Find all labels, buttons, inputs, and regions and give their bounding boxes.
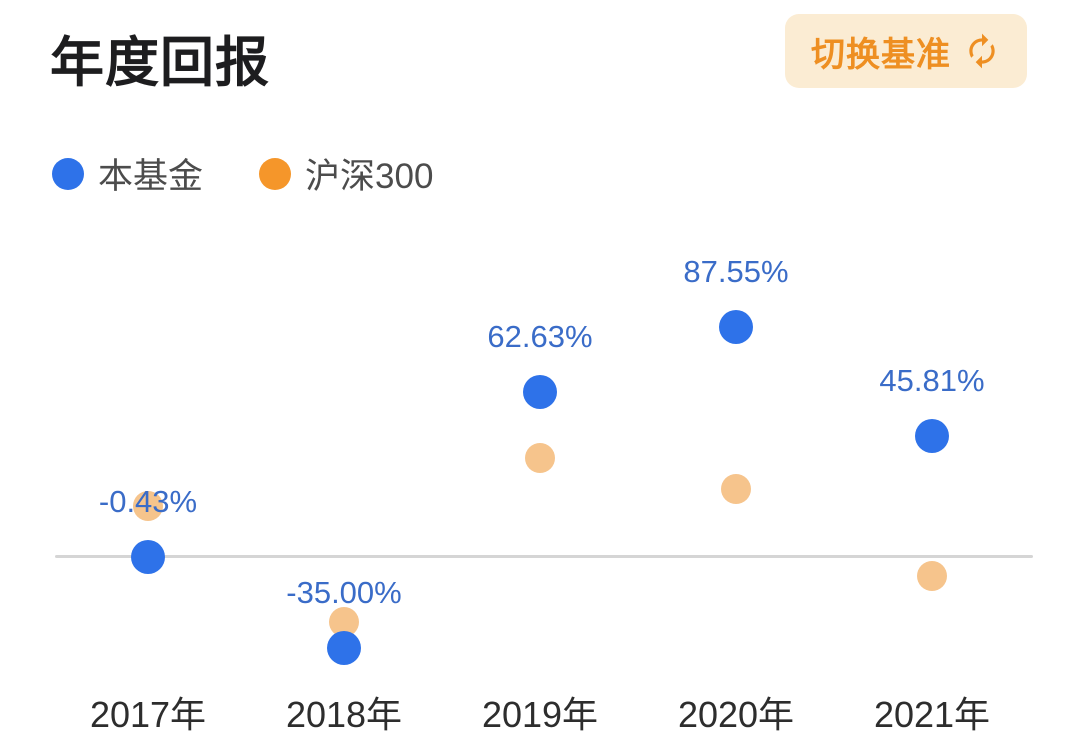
x-axis-label-2021年: 2021年: [873, 694, 991, 735]
switch-benchmark-label: 切换基准: [811, 35, 951, 74]
fund-legend-dot-icon: [52, 157, 84, 190]
legend-item-benchmark: 沪深300: [259, 148, 433, 199]
fund-point-2017年[interactable]: [131, 540, 165, 575]
zero-axis-line: [55, 555, 1033, 558]
legend-item-fund: 本基金: [52, 148, 203, 199]
switch-benchmark-button[interactable]: 切换基准: [785, 14, 1027, 88]
benchmark-legend-dot-icon: [259, 157, 292, 190]
benchmark-legend-label: 沪深300: [305, 157, 434, 196]
fund-value-label-2020年: 87.55%: [683, 253, 789, 289]
fund-value-label-2019年: 62.63%: [487, 318, 593, 354]
benchmark-point-2021年[interactable]: [917, 560, 947, 591]
benchmark-point-2017年[interactable]: [133, 491, 163, 522]
benchmark-point-2020年[interactable]: [721, 474, 751, 505]
x-axis-label-2018年: 2018年: [285, 694, 403, 735]
benchmark-point-2019年[interactable]: [525, 442, 555, 473]
fund-point-2019年[interactable]: [523, 374, 557, 409]
chart-legend: 本基金 沪深300: [52, 148, 433, 199]
x-axis-label-2019年: 2019年: [481, 694, 599, 735]
page-title: 年度回报: [50, 33, 270, 93]
fund-value-label-2018年: -35.00%: [286, 574, 402, 610]
fund-value-label-2021年: 45.81%: [879, 362, 985, 398]
fund-point-2020年[interactable]: [719, 309, 753, 344]
fund-point-2018年[interactable]: [327, 630, 361, 665]
refresh-swap-icon: [969, 33, 995, 69]
x-axis-label-2017年: 2017年: [89, 694, 207, 735]
fund-legend-label: 本基金: [98, 157, 204, 196]
fund-value-label-2017年: -0.43%: [98, 484, 198, 520]
fund-point-2021年[interactable]: [915, 418, 949, 453]
x-axis-label-2020年: 2020年: [677, 694, 795, 735]
